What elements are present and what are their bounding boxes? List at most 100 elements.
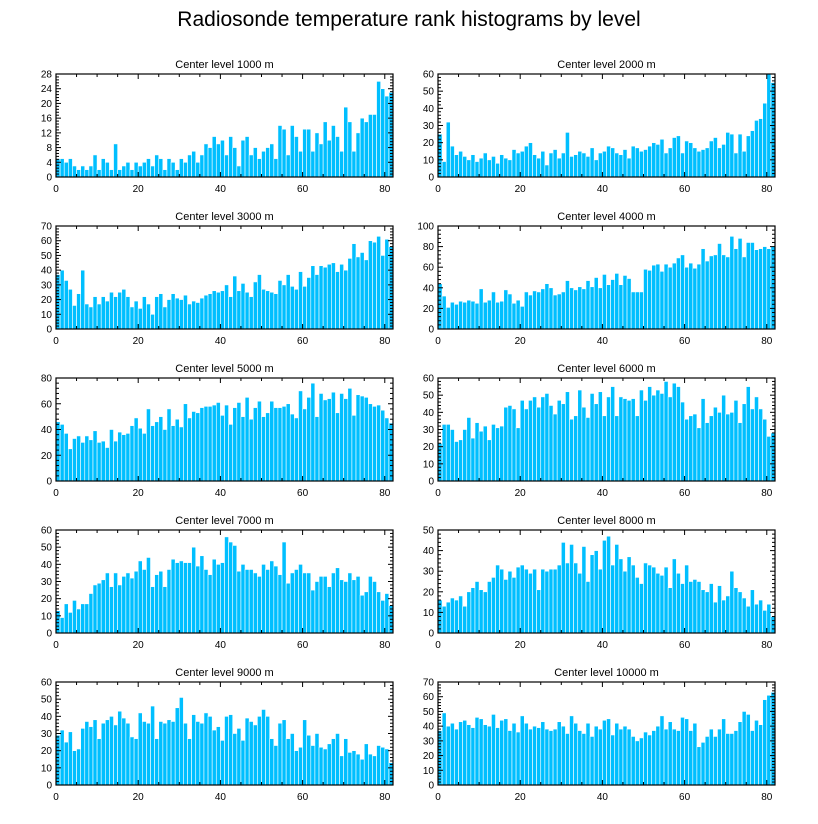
histogram-bar (507, 293, 513, 330)
histogram-bar (667, 147, 673, 178)
histogram-bar (211, 136, 217, 178)
y-tick-label: 12 (41, 128, 53, 139)
histogram-bar (737, 133, 743, 178)
histogram-bar (146, 408, 151, 482)
histogram-bar (688, 730, 694, 786)
histogram-bar (84, 721, 90, 786)
histogram-bar (458, 439, 463, 482)
histogram-bar (700, 742, 706, 786)
histogram-bar (766, 694, 772, 786)
histogram-bar (437, 442, 443, 482)
histogram-bar (618, 284, 624, 330)
histogram-bar (207, 716, 213, 786)
histogram-bar (758, 118, 763, 178)
x-tick-label: 40 (215, 336, 227, 347)
histogram-bar (376, 591, 381, 634)
x-tick-label: 40 (215, 488, 227, 499)
x-tick-label: 80 (761, 336, 773, 347)
histogram-bar (281, 284, 287, 330)
histogram-bar (273, 293, 279, 330)
histogram-bar (544, 393, 550, 482)
histogram-bar (589, 286, 595, 330)
histogram-bar (339, 579, 344, 634)
histogram-bar (729, 733, 735, 786)
histogram-bar (178, 158, 184, 178)
histogram-bar (725, 733, 731, 786)
histogram-bar (622, 275, 628, 330)
histogram-bar (158, 293, 164, 330)
histogram-bar (322, 399, 328, 482)
histogram-bar (622, 570, 628, 634)
histogram-bar (277, 125, 283, 178)
histogram-bar (351, 243, 357, 330)
histogram-bar (326, 263, 332, 330)
histogram-bar (322, 266, 328, 330)
histogram-bar (166, 299, 172, 330)
histogram-bar (76, 169, 81, 178)
histogram-bar (248, 569, 254, 634)
x-tick-label: 20 (515, 488, 527, 499)
histogram-bar (154, 574, 160, 634)
histogram-bar (302, 128, 307, 178)
histogram-bar (187, 303, 192, 330)
x-tick-label: 80 (379, 184, 391, 195)
histogram-bar (244, 569, 250, 634)
histogram-bar (240, 416, 246, 482)
histogram-bar (265, 569, 271, 634)
histogram-bar (273, 158, 279, 178)
x-tick-label: 80 (761, 792, 773, 803)
histogram-bar (211, 290, 217, 330)
histogram-bar (326, 743, 332, 786)
histogram-bar (298, 150, 303, 178)
histogram-bar (717, 147, 722, 178)
histogram-bar (511, 408, 517, 482)
histogram-bar (232, 407, 238, 482)
plot-frame (55, 73, 394, 178)
histogram-bar (445, 725, 451, 786)
histogram-bar (158, 158, 164, 178)
y-tick-label: 60 (423, 263, 435, 274)
histogram-bar (277, 280, 283, 330)
histogram-bar (659, 715, 665, 786)
x-tick-label: 0 (435, 184, 441, 195)
y-tick-label: 0 (428, 781, 434, 792)
histogram-bar (729, 236, 735, 330)
histogram-bar (593, 550, 599, 634)
histogram-bar (643, 268, 648, 330)
histogram-bar (647, 564, 653, 634)
y-tick-label: 70 (41, 222, 53, 233)
histogram-bar (384, 238, 390, 330)
y-tick-label: 50 (41, 695, 53, 706)
histogram-bar (261, 288, 266, 330)
histogram-bar (335, 136, 340, 178)
histogram-bar (762, 699, 768, 786)
histogram-bar (495, 727, 500, 786)
x-tick-label: 80 (761, 488, 773, 499)
histogram-bar (544, 570, 550, 634)
histogram-bar (515, 152, 521, 178)
histogram-bar (704, 260, 710, 330)
histogram-bar (450, 301, 455, 330)
histogram-bar (552, 149, 558, 178)
histogram-bar (63, 280, 69, 330)
y-tick-label: 0 (46, 477, 52, 488)
y-tick-label: 24 (41, 84, 53, 95)
histogram-bar (515, 427, 521, 482)
histogram-bar (495, 301, 500, 330)
y-tick-label: 40 (41, 712, 53, 723)
histogram-bar (556, 400, 562, 482)
histogram-bar (121, 288, 127, 330)
x-tick-label: 20 (515, 336, 527, 347)
y-tick-label: 10 (423, 766, 435, 777)
histogram-bar (544, 164, 550, 178)
histogram-bar (499, 719, 505, 786)
x-tick-label: 0 (435, 336, 441, 347)
histogram-bar (220, 139, 225, 178)
histogram-bar (758, 408, 763, 482)
histogram-bar (125, 572, 131, 634)
y-tick-label: 10 (423, 155, 435, 166)
histogram-bar (708, 728, 714, 786)
histogram-bar (548, 730, 554, 786)
histogram-bar (589, 147, 595, 178)
histogram-bar (113, 296, 118, 330)
